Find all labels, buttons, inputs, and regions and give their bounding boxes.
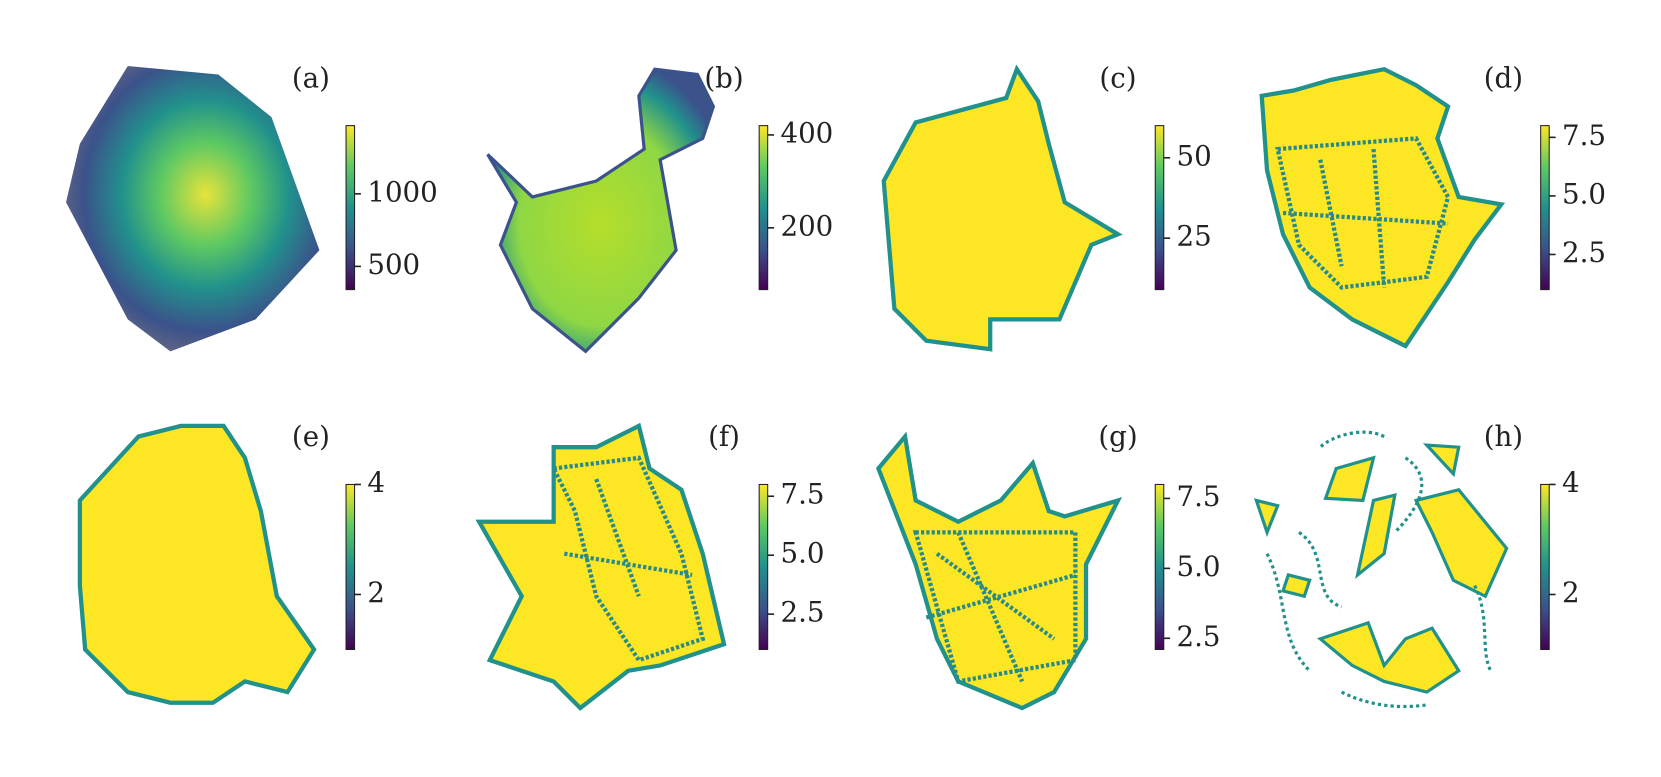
- panel-label: (h): [1484, 420, 1523, 453]
- network-f: [475, 422, 727, 711]
- colorbar-tick-label: 5.0: [1562, 177, 1606, 210]
- panel-label: (c): [1099, 61, 1136, 94]
- colorbar-tick-label: 2: [367, 576, 385, 609]
- network-g-mesh: [912, 530, 1078, 684]
- colorbar-tick-label: 200: [780, 209, 833, 242]
- colorbar-tick-label: 2.5: [1177, 620, 1221, 653]
- colorbar: [345, 125, 356, 291]
- colorbar-tick-label: 7.5: [1177, 480, 1221, 513]
- colorbar: [1540, 125, 1550, 291]
- colorbar-tick-label: 1000: [367, 175, 437, 208]
- panel-label: (f): [708, 420, 740, 453]
- network-e: [77, 423, 317, 705]
- network-g: [875, 431, 1123, 711]
- colorbar: [1154, 125, 1165, 291]
- panel-label: (d): [1484, 61, 1523, 94]
- colorbar: [758, 125, 769, 291]
- colorbar-tick-label: 7.5: [1562, 119, 1606, 152]
- colorbar-tick-label: 4: [1562, 466, 1580, 499]
- colorbar-tick-label: 2.5: [780, 596, 824, 629]
- colorbar: [1540, 483, 1550, 651]
- panel-label: (e): [292, 420, 330, 453]
- network-b: [486, 67, 716, 354]
- panel-label: (g): [1098, 420, 1137, 453]
- network-h: [1253, 430, 1509, 709]
- colorbar-tick-label: 2: [1562, 576, 1580, 609]
- colorbar-tick-label: 25: [1177, 220, 1212, 253]
- panel-label: (a): [292, 61, 330, 94]
- colorbar-tick-label: 7.5: [780, 478, 824, 511]
- colorbar: [345, 483, 356, 651]
- network-f-mesh: [550, 455, 706, 663]
- colorbar-tick-label: 4: [367, 466, 385, 499]
- colorbar-tick-label: 50: [1177, 139, 1212, 172]
- colorbar-tick-label: 400: [780, 116, 833, 149]
- network-c: [881, 64, 1123, 352]
- network-a: [66, 66, 320, 352]
- network-d: [1259, 66, 1506, 349]
- colorbar-tick-label: 2.5: [1562, 236, 1606, 269]
- colorbar-tick-label: 5.0: [780, 537, 824, 570]
- colorbar: [1154, 483, 1165, 651]
- panel-label: (b): [704, 61, 743, 94]
- networks: [66, 64, 1509, 711]
- colorbar-tick-label: 500: [367, 248, 420, 281]
- network-d-mesh: [1275, 136, 1451, 290]
- colorbar-tick-label: 5.0: [1177, 550, 1221, 583]
- colorbar: [758, 483, 769, 651]
